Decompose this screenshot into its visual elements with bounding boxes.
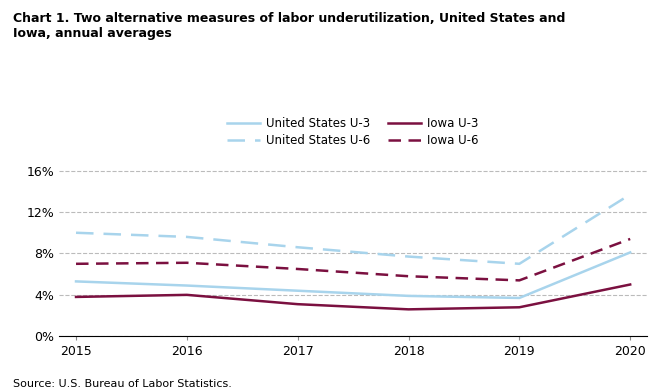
Text: Chart 1. Two alternative measures of labor underutilization, United States and
I: Chart 1. Two alternative measures of lab… — [13, 12, 566, 40]
Legend: United States U-3, United States U-6, Iowa U-3, Iowa U-6: United States U-3, United States U-6, Io… — [228, 117, 478, 147]
Text: Source: U.S. Bureau of Labor Statistics.: Source: U.S. Bureau of Labor Statistics. — [13, 379, 232, 389]
